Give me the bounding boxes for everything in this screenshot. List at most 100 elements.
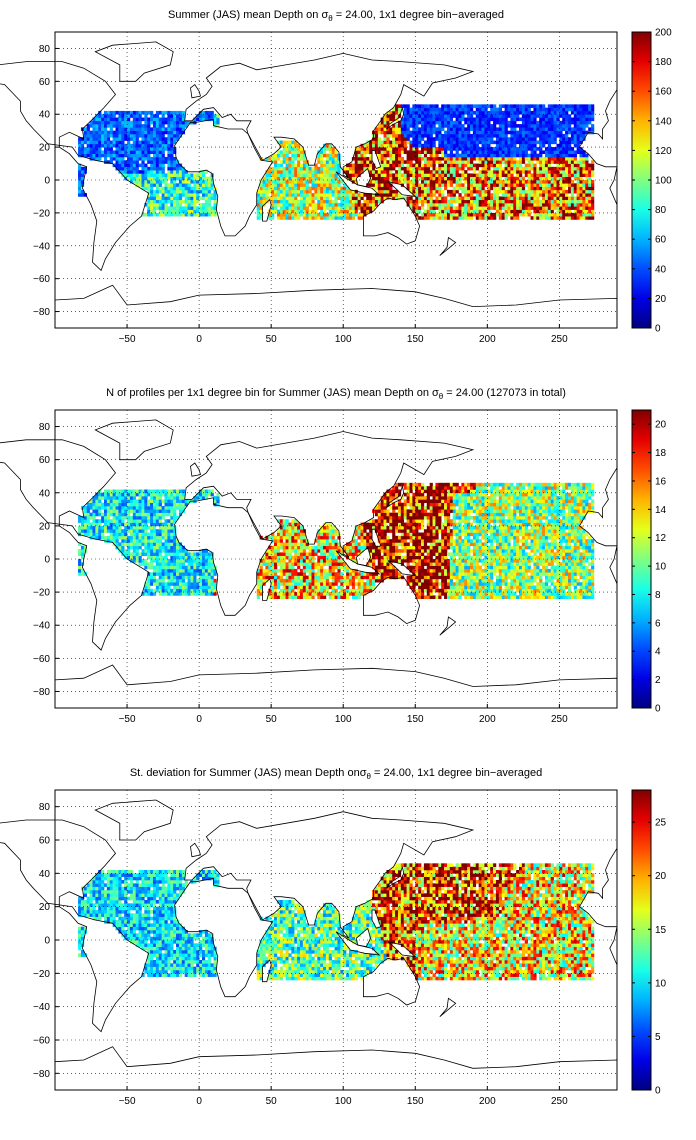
heatmap-cell: [392, 176, 396, 181]
heatmap-cell: [187, 499, 191, 504]
heatmap-cell: [582, 160, 586, 164]
heatmap-cell: [521, 147, 526, 151]
heatmap-cell: [158, 559, 162, 563]
heatmap-cell: [553, 180, 557, 184]
heatmap-cell: [354, 206, 358, 210]
heatmap-cell: [98, 150, 102, 154]
heatmap-cell: [184, 582, 188, 586]
heatmap-cell: [389, 173, 393, 178]
heatmap-cell: [334, 203, 338, 207]
heatmap-cell: [294, 189, 298, 194]
heatmap-cell: [152, 542, 157, 547]
heatmap-cell: [386, 147, 390, 151]
heatmap-cell: [389, 166, 393, 171]
heatmap-cell: [591, 110, 595, 115]
heatmap-cell: [80, 176, 85, 181]
heatmap-cell: [444, 196, 448, 201]
heatmap-cell: [101, 512, 105, 517]
heatmap-cell: [392, 156, 396, 161]
heatmap-cell: [366, 143, 370, 148]
heatmap-cell: [274, 186, 278, 191]
heatmap-cell: [135, 535, 139, 540]
heatmap-cell: [323, 216, 327, 220]
heatmap-cell: [510, 156, 514, 161]
heatmap-cell: [582, 166, 586, 171]
heatmap-cell: [386, 186, 390, 191]
heatmap-cell: [184, 555, 188, 560]
heatmap-cell: [201, 180, 206, 184]
heatmap-cell: [138, 545, 142, 550]
heatmap-cell: [510, 153, 514, 158]
heatmap-cell: [121, 535, 125, 540]
heatmap-cell: [435, 170, 439, 174]
heatmap-cell: [438, 183, 442, 187]
heatmap-cell: [271, 189, 275, 194]
heatmap-cell: [135, 525, 139, 530]
heatmap-cell: [184, 124, 188, 128]
heatmap-cell: [403, 133, 407, 138]
heatmap-cell: [513, 137, 517, 141]
heatmap-cell: [547, 173, 552, 178]
heatmap-cell: [438, 127, 442, 131]
heatmap-cell: [432, 216, 436, 220]
heatmap-cell: [493, 114, 497, 118]
heatmap-cell: [550, 127, 554, 131]
heatmap-cell: [173, 150, 177, 154]
heatmap-cell: [184, 176, 188, 181]
heatmap-cell: [320, 153, 324, 158]
heatmap-cell: [553, 110, 557, 115]
heatmap-cell: [354, 212, 358, 217]
heatmap-cell: [591, 170, 595, 174]
heatmap-cell: [103, 114, 108, 118]
heatmap-cell: [158, 120, 162, 125]
heatmap-cell: [415, 176, 419, 181]
heatmap-cell: [144, 147, 148, 151]
heatmap-cell: [449, 110, 454, 115]
heatmap-cell: [510, 203, 514, 207]
heatmap-cell: [380, 176, 384, 181]
heatmap-cell: [334, 212, 338, 217]
heatmap-cell: [144, 143, 148, 148]
heatmap-cell: [493, 153, 497, 158]
heatmap-cell: [452, 163, 456, 168]
heatmap-cell: [337, 180, 341, 184]
heatmap-cell: [565, 189, 569, 194]
heatmap-cell: [481, 160, 485, 164]
colorbar-tick-label: 140: [655, 116, 672, 127]
heatmap-cell: [196, 582, 200, 586]
heatmap-cell: [421, 133, 425, 138]
heatmap-cell: [524, 104, 528, 108]
heatmap-cell: [118, 496, 122, 500]
heatmap-cell: [406, 110, 410, 115]
heatmap-cell: [513, 166, 517, 171]
heatmap-cell: [176, 124, 180, 128]
title-prefix: Summer (JAS) mean Depth on σ: [168, 9, 328, 21]
heatmap-cell: [452, 186, 456, 191]
heatmap-cell: [213, 209, 217, 214]
heatmap-cell: [423, 130, 428, 135]
heatmap-cell: [539, 160, 543, 164]
heatmap-cell: [521, 140, 526, 145]
heatmap-cell: [576, 140, 580, 145]
heatmap-cell: [135, 529, 139, 533]
heatmap-cell: [472, 147, 477, 151]
heatmap-cell: [498, 147, 503, 151]
heatmap-cell: [106, 496, 111, 500]
heatmap-cell: [129, 532, 134, 537]
coastline-australia: [362, 197, 421, 245]
heatmap-cell: [585, 180, 589, 184]
heatmap-cell: [115, 499, 119, 504]
heatmap-cell: [395, 196, 399, 201]
heatmap-cell: [334, 183, 338, 187]
heatmap-cell: [199, 170, 203, 174]
heatmap-cell: [144, 519, 148, 523]
heatmap-cell: [109, 496, 113, 500]
heatmap-cell: [170, 559, 174, 563]
heatmap-cell: [588, 196, 592, 201]
heatmap-cell: [395, 156, 399, 161]
heatmap-cell: [423, 209, 428, 214]
heatmap-cell: [372, 183, 376, 187]
heatmap-cell: [495, 196, 500, 201]
heatmap-cell: [397, 120, 402, 125]
heatmap-cell: [418, 140, 422, 145]
